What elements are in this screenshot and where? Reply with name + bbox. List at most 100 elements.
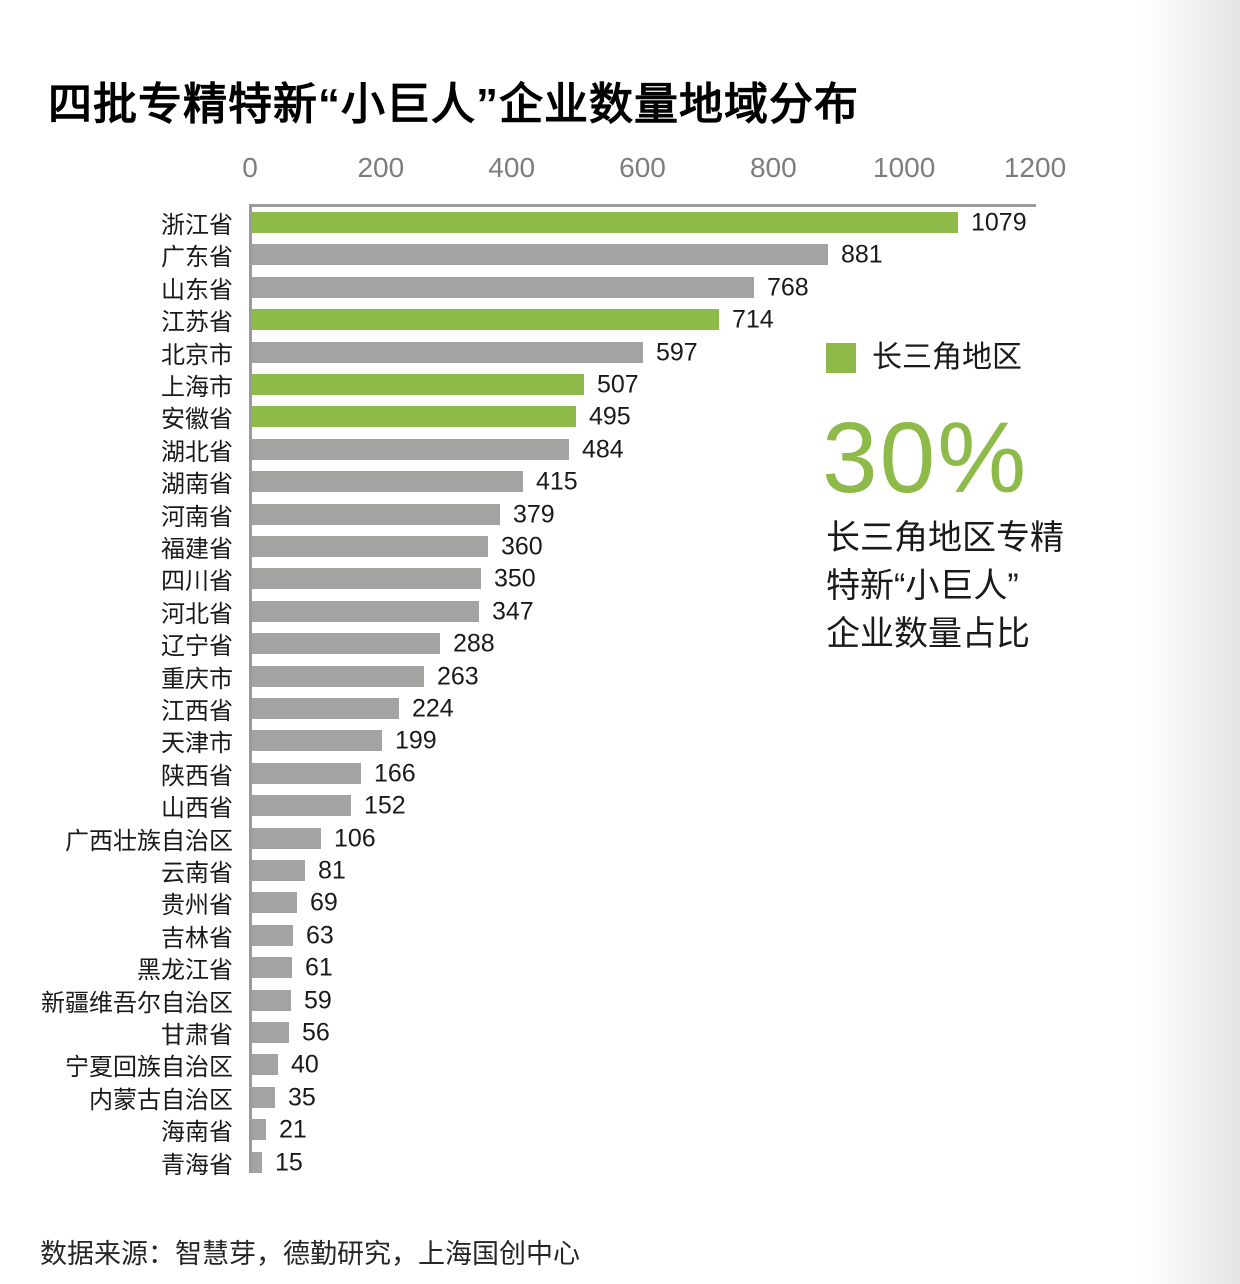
x-axis-tick: 800 <box>749 152 797 183</box>
legend-label: 长三角地区 <box>872 341 1022 374</box>
bar-row: 重庆市 263 <box>0 662 1240 692</box>
category-label: 黑龙江省 <box>137 956 233 984</box>
bar-row: 广东省 881 <box>0 240 1240 270</box>
bar <box>252 439 569 460</box>
bar-row: 甘肃省 56 <box>0 1018 1240 1048</box>
category-label: 新疆维吾尔自治区 <box>41 989 233 1017</box>
category-label: 广西壮族自治区 <box>65 827 233 855</box>
category-label: 江西省 <box>161 697 233 725</box>
bar <box>252 1087 275 1108</box>
value-label: 21 <box>279 1115 307 1143</box>
value-label: 379 <box>513 500 555 528</box>
bar <box>252 633 440 654</box>
bar-row: 湖北省 484 <box>0 435 1240 465</box>
value-label: 40 <box>291 1050 319 1078</box>
callout-description-line: 企业数量占比 <box>826 615 1030 653</box>
callout-description-line: 长三角地区专精 <box>826 519 1064 557</box>
bar <box>252 536 488 557</box>
category-label: 广东省 <box>161 243 233 271</box>
value-label: 63 <box>306 921 334 949</box>
bar <box>252 1152 262 1173</box>
value-label: 415 <box>536 467 578 495</box>
category-label: 四川省 <box>161 567 233 595</box>
bar-row: 贵州省 69 <box>0 888 1240 918</box>
bar-row: 福建省 360 <box>0 532 1240 562</box>
source-note: 数据来源：智慧芽，德勤研究，上海国创中心 <box>40 1239 580 1269</box>
x-axis-tick: 400 <box>488 152 536 183</box>
bar-row: 黑龙江省 61 <box>0 953 1240 983</box>
value-label: 56 <box>302 1018 330 1046</box>
x-axis-tick: 600 <box>619 152 666 183</box>
category-label: 甘肃省 <box>161 1021 233 1049</box>
value-label: 507 <box>597 370 639 398</box>
value-label: 61 <box>305 953 333 981</box>
value-label: 69 <box>310 888 338 916</box>
bar <box>252 212 958 233</box>
bar-row: 吉林省 63 <box>0 921 1240 951</box>
bar-row: 山东省 768 <box>0 273 1240 303</box>
value-label: 714 <box>732 305 774 333</box>
bar-row: 河北省 347 <box>0 597 1240 627</box>
category-label: 安徽省 <box>161 405 233 433</box>
value-label: 166 <box>374 759 416 787</box>
bar <box>252 795 351 816</box>
category-label: 辽宁省 <box>161 632 233 660</box>
bar <box>252 925 293 946</box>
category-label: 陕西省 <box>161 762 233 790</box>
legend-swatch <box>826 343 856 373</box>
category-label: 上海市 <box>161 373 233 401</box>
bar-row: 内蒙古自治区 35 <box>0 1083 1240 1113</box>
callout-description-line: 特新“小巨人” <box>826 567 1019 605</box>
value-label: 199 <box>395 726 437 754</box>
bar-row: 天津市 199 <box>0 726 1240 756</box>
bar <box>252 666 424 687</box>
value-label: 347 <box>492 597 534 625</box>
x-axis-tick: 1200 <box>1003 152 1067 183</box>
bar-row: 新疆维吾尔自治区 59 <box>0 986 1240 1016</box>
value-label: 59 <box>304 986 332 1014</box>
category-label: 河南省 <box>161 503 233 531</box>
x-axis-ticks: 0 200 400 600 800 1000 1200 <box>0 152 1240 186</box>
category-label: 海南省 <box>161 1118 233 1146</box>
category-label: 湖南省 <box>161 470 233 498</box>
bar-row: 上海市 507 <box>0 370 1240 400</box>
value-label: 263 <box>437 662 479 690</box>
category-label: 江苏省 <box>161 308 233 336</box>
bar <box>252 730 382 751</box>
bar-row: 陕西省 166 <box>0 759 1240 789</box>
bar <box>252 860 305 881</box>
category-label: 山西省 <box>161 794 233 822</box>
bar-row: 浙江省 1079 <box>0 208 1240 238</box>
bar <box>252 601 479 622</box>
value-label: 360 <box>501 532 543 560</box>
y-axis-line <box>249 204 252 1173</box>
value-label: 152 <box>364 791 406 819</box>
bar <box>252 763 361 784</box>
x-axis-tick: 1000 <box>873 152 936 183</box>
bar <box>252 957 292 978</box>
bar-row: 辽宁省 288 <box>0 629 1240 659</box>
value-label: 288 <box>453 629 495 657</box>
bar <box>252 1022 289 1043</box>
value-label: 35 <box>288 1083 316 1111</box>
category-label: 吉林省 <box>161 924 233 952</box>
bar-row: 云南省 81 <box>0 856 1240 886</box>
category-label: 河北省 <box>161 600 233 628</box>
category-label: 云南省 <box>161 859 233 887</box>
value-label: 768 <box>767 273 809 301</box>
bar <box>252 990 291 1011</box>
bar-row: 宁夏回族自治区 40 <box>0 1050 1240 1080</box>
category-label: 青海省 <box>161 1151 233 1179</box>
bar-row: 安徽省 495 <box>0 402 1240 432</box>
category-label: 内蒙古自治区 <box>89 1086 233 1114</box>
value-label: 350 <box>494 564 536 592</box>
category-label: 浙江省 <box>161 211 233 239</box>
value-label: 15 <box>275 1148 303 1176</box>
bar <box>252 892 297 913</box>
value-label: 106 <box>334 824 376 852</box>
bar <box>252 277 754 298</box>
bar-row: 江西省 224 <box>0 694 1240 724</box>
category-label: 湖北省 <box>161 438 233 466</box>
value-label: 597 <box>656 338 698 366</box>
